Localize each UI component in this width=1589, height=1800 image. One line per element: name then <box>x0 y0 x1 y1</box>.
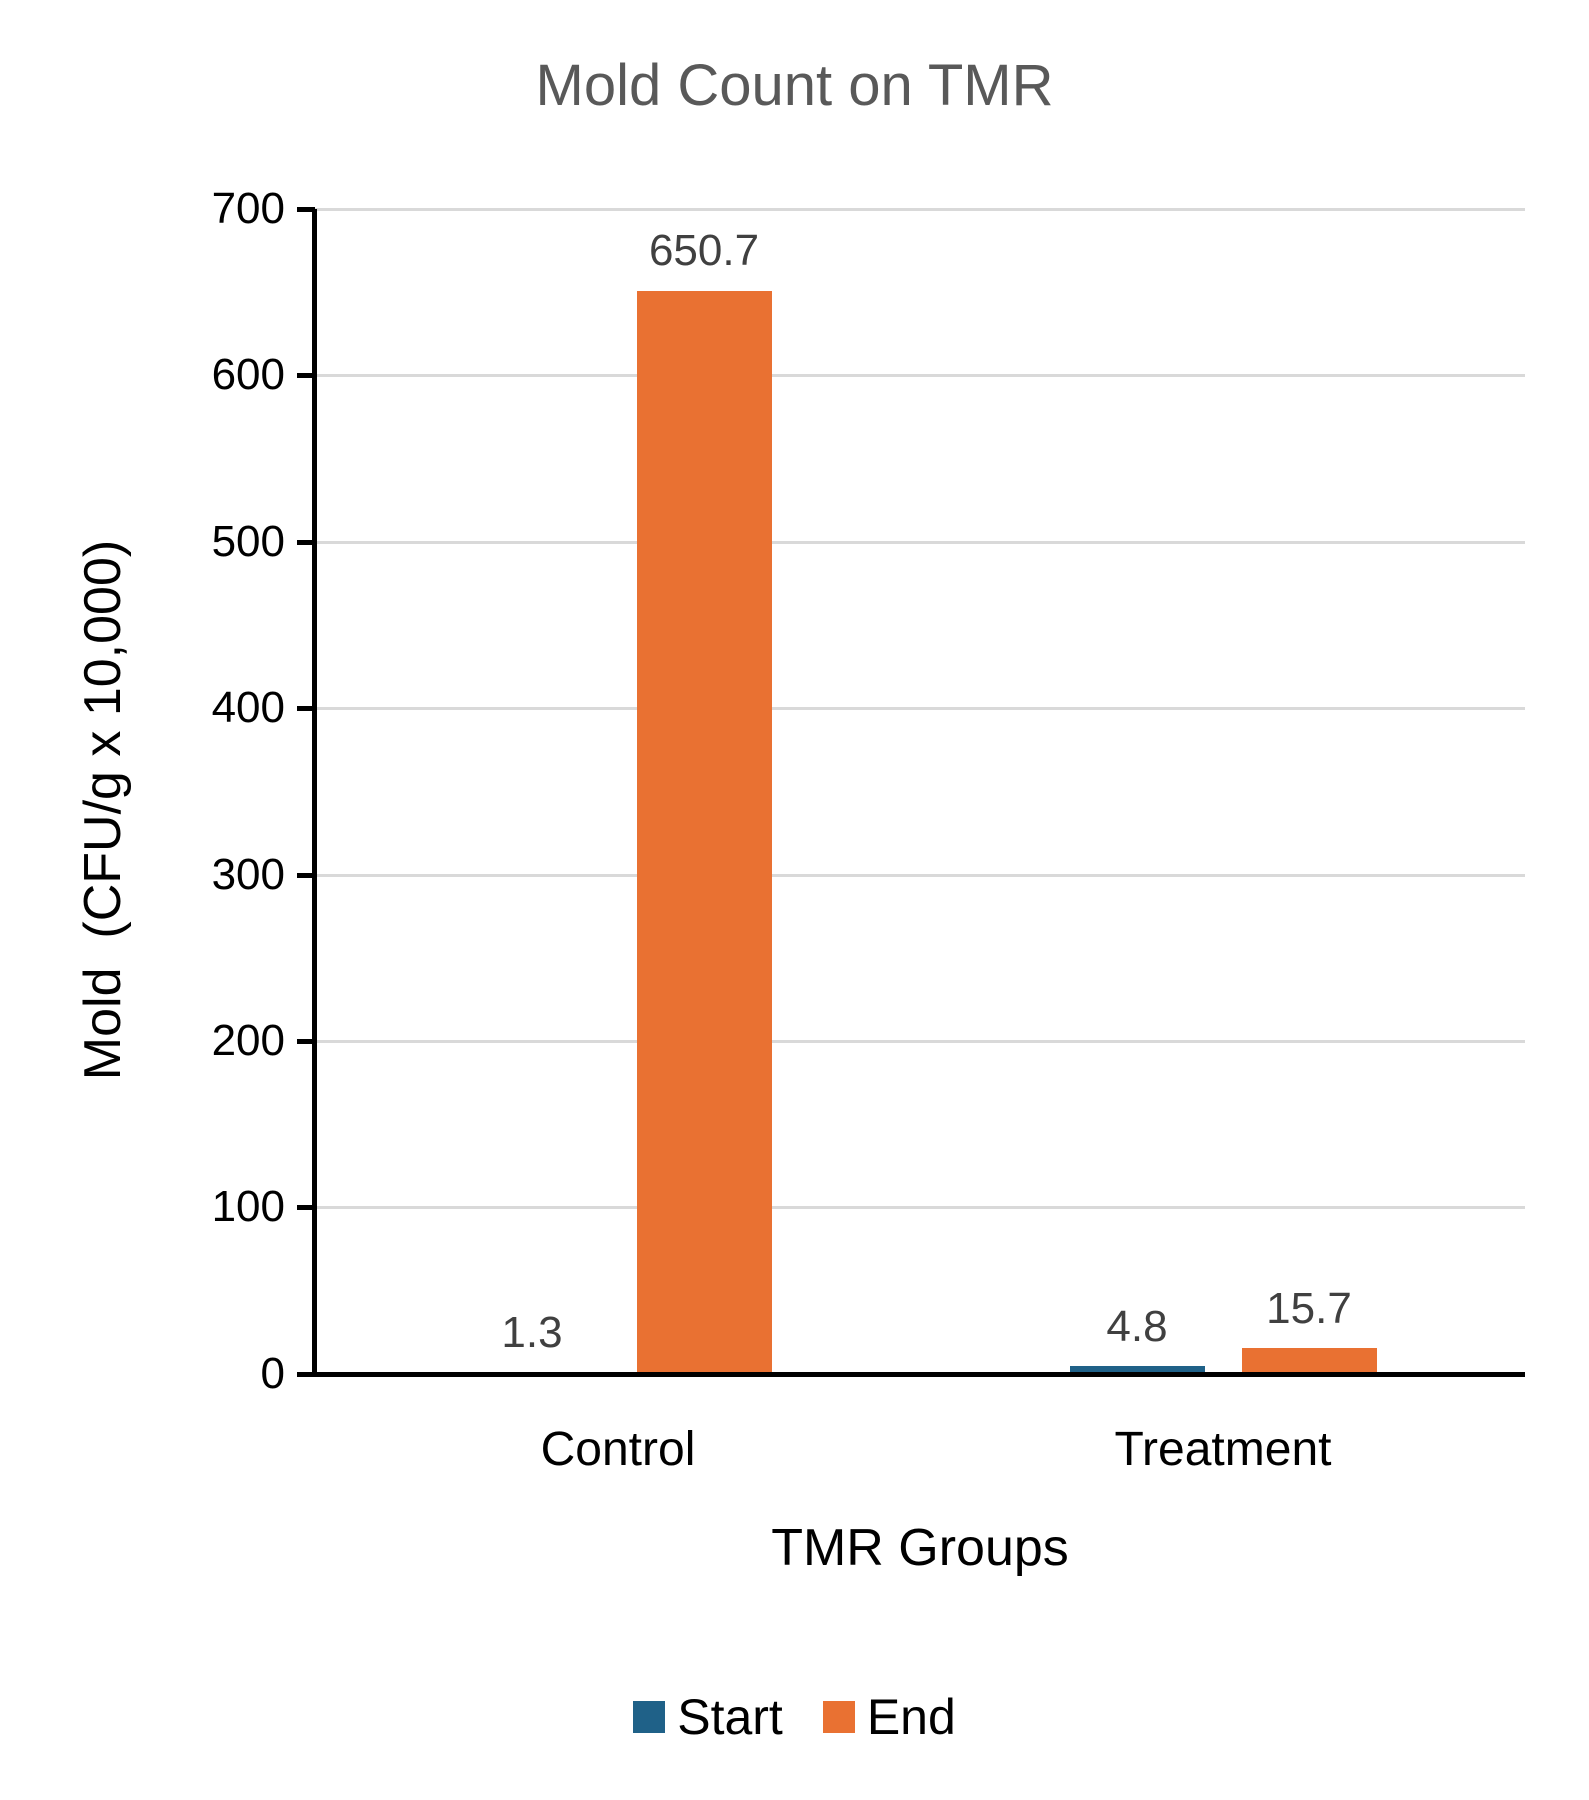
legend-label-start: Start <box>677 1689 783 1745</box>
gridline-400 <box>315 707 1525 710</box>
chart-title: Mold Count on TMR <box>535 53 1054 118</box>
legend-item-end: End <box>822 1688 956 1746</box>
y-axis-line <box>312 209 317 1377</box>
plot-area: 700 600 500 400 300 200 100 0 1.3 650.7 … <box>212 187 1525 1396</box>
data-label-control-start: 1.3 <box>501 1308 563 1357</box>
legend-item-start: Start <box>633 1688 783 1746</box>
tick-600 <box>297 373 315 378</box>
gridline-700 <box>315 208 1525 211</box>
legend-swatch-end-icon <box>822 1701 855 1733</box>
y-tick-label: 600 <box>211 350 285 399</box>
y-tick-label: 500 <box>211 517 285 566</box>
tick-200 <box>297 1039 315 1044</box>
gridline-600 <box>315 374 1525 377</box>
x-category-label-control: Control <box>540 1423 696 1476</box>
gridline-300 <box>315 874 1525 877</box>
x-axis-line <box>297 1372 1525 1377</box>
data-label-treatment-start: 4.8 <box>1106 1302 1168 1351</box>
y-axis-label: Mold (CFU/g x 10,000) <box>74 539 132 1081</box>
y-tick-label: 0 <box>260 1349 285 1398</box>
y-tick-label: 200 <box>211 1016 285 1065</box>
y-tick-label: 300 <box>211 850 285 899</box>
tick-400 <box>297 706 315 711</box>
bar-control-end <box>637 291 772 1374</box>
gridline-100 <box>315 1206 1525 1209</box>
x-axis-label: TMR Groups <box>771 1519 1069 1577</box>
legend: Start End <box>0 1688 1589 1746</box>
legend-label-end: End <box>866 1689 956 1745</box>
x-category-label-treatment: Treatment <box>1114 1423 1332 1476</box>
tick-700 <box>297 207 315 212</box>
y-tick-label: 700 <box>211 184 285 233</box>
data-label-control-end: 650.7 <box>648 226 760 275</box>
tick-100 <box>297 1205 315 1210</box>
bar-treatment-end <box>1242 1347 1377 1374</box>
y-tick-label: 400 <box>211 683 285 732</box>
y-tick-label: 100 <box>211 1182 285 1231</box>
tick-500 <box>297 540 315 545</box>
legend-swatch-start-icon <box>633 1701 666 1733</box>
data-label-treatment-end: 15.7 <box>1266 1284 1352 1333</box>
gridline-500 <box>315 541 1525 544</box>
gridline-200 <box>315 1040 1525 1043</box>
bar-treatment-start <box>1070 1366 1205 1374</box>
tick-300 <box>297 873 315 878</box>
